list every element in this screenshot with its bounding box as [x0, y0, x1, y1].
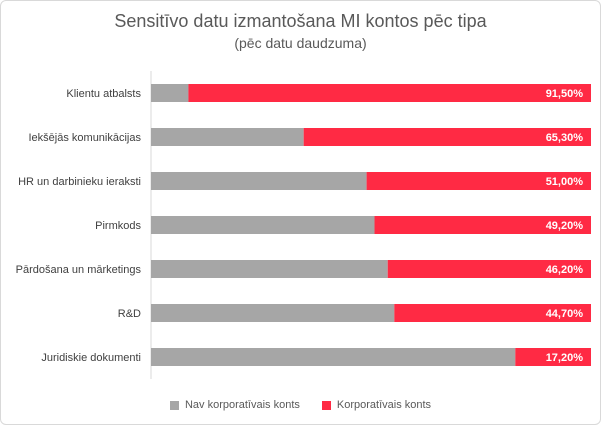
bar-segment-corporate — [366, 172, 591, 190]
bar-segment-corporate — [394, 304, 591, 322]
bar-segment-corporate — [303, 128, 591, 146]
bar-segment-corporate — [374, 216, 591, 234]
data-label: 44,70% — [546, 308, 584, 320]
legend-label-corporate: Korporatīvais konts — [336, 399, 432, 411]
bar-segment-non-corporate — [151, 348, 516, 366]
bar-segment-corporate — [387, 260, 591, 278]
category-label: HR un darbinieku ieraksti — [18, 176, 141, 188]
legend: Nav korporatīvais konts Korporatīvais ko… — [1, 399, 600, 411]
data-label: 51,00% — [546, 176, 584, 188]
bar-segment-non-corporate — [151, 304, 395, 322]
category-label: Iekšējās komunikācijas — [29, 132, 142, 144]
category-label: R&D — [118, 308, 141, 320]
data-label: 17,20% — [546, 352, 584, 364]
category-label: Pirmkods — [95, 220, 141, 232]
bar-segment-non-corporate — [151, 84, 189, 102]
chart-title: Sensitīvo datu izmantošana MI kontos pēc… — [114, 11, 487, 31]
legend-label-non-corporate: Nav korporatīvais konts — [184, 399, 300, 411]
bar-segment-non-corporate — [151, 216, 375, 234]
data-label: 46,20% — [546, 264, 584, 276]
legend-swatch-corporate — [321, 400, 331, 410]
bar-segment-non-corporate — [151, 260, 388, 278]
data-label: 49,20% — [546, 220, 584, 232]
bar-segment-non-corporate — [151, 172, 367, 190]
category-label: Pārdošana un mārketings — [16, 264, 142, 276]
chart-subtitle: (pēc datu daudzuma) — [234, 35, 367, 51]
bar-segment-non-corporate — [151, 128, 304, 146]
bar-segment-corporate — [188, 84, 591, 102]
legend-item-corporate: Korporatīvais konts — [321, 399, 432, 411]
data-label: 91,50% — [546, 88, 584, 100]
category-label: Juridiskie dokumenti — [41, 352, 141, 364]
bar-segment-corporate — [515, 348, 591, 366]
legend-swatch-non-corporate — [169, 400, 179, 410]
category-label: Klientu atbalsts — [66, 88, 141, 100]
data-label: 65,30% — [546, 132, 584, 144]
legend-item-non-corporate: Nav korporatīvais konts — [169, 399, 300, 411]
